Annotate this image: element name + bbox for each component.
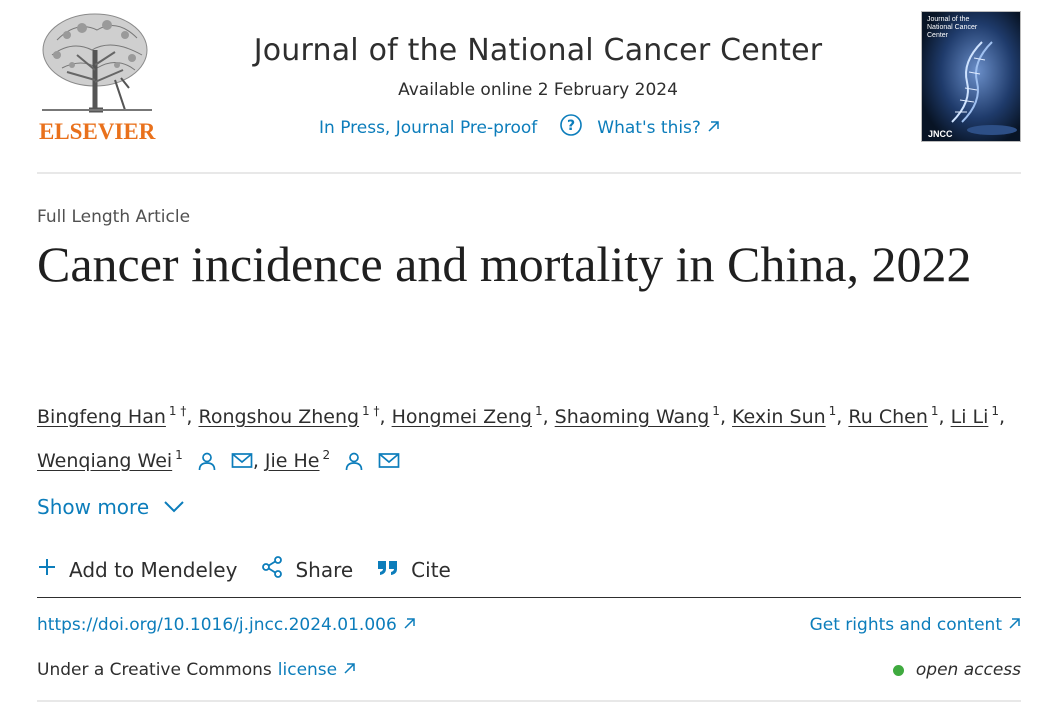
author-item: Rongshou Zheng 1 †, bbox=[198, 404, 391, 428]
author-item: Bingfeng Han 1 †, bbox=[37, 404, 198, 428]
share-label: Share bbox=[295, 557, 354, 582]
email-icon[interactable] bbox=[231, 451, 253, 471]
author-affiliation-marker[interactable]: 2 bbox=[322, 448, 331, 462]
author-affiliation-marker[interactable]: 1 bbox=[930, 404, 939, 418]
person-icon[interactable] bbox=[344, 451, 364, 471]
author-name-button[interactable]: Hongmei Zeng bbox=[391, 406, 532, 428]
author-contact-icons bbox=[344, 451, 400, 471]
question-circle-icon[interactable]: ? bbox=[559, 113, 583, 142]
license-link-label: license bbox=[277, 660, 338, 680]
license-link[interactable]: license bbox=[278, 660, 356, 680]
author-name-button[interactable]: Bingfeng Han bbox=[37, 406, 166, 428]
quote-icon bbox=[377, 558, 399, 582]
author-name-button[interactable]: Rongshou Zheng bbox=[198, 406, 360, 428]
author-separator: , bbox=[719, 406, 726, 428]
person-icon[interactable] bbox=[197, 451, 217, 471]
author-name-button[interactable]: Jie He bbox=[264, 450, 320, 472]
author-separator: , bbox=[252, 450, 259, 472]
author-affiliation-marker[interactable]: 1 bbox=[534, 404, 543, 418]
plus-icon bbox=[37, 557, 57, 582]
author-item: Shaoming Wang 1, bbox=[554, 404, 732, 428]
cover-abbreviation: JNCC bbox=[928, 129, 953, 139]
journal-title[interactable]: Journal of the National Cancer Center bbox=[0, 33, 1055, 68]
share-icon bbox=[261, 556, 283, 583]
publisher-name: ELSEVIER bbox=[39, 119, 156, 144]
author-affiliation-marker[interactable]: 1 bbox=[991, 404, 1000, 418]
cite-button[interactable]: Cite bbox=[377, 558, 451, 582]
journal-title-link[interactable]: Journal of the National Cancer Center bbox=[253, 33, 823, 68]
author-item: Ru Chen 1, bbox=[848, 404, 950, 428]
cover-title: Journal of the National Cancer Center bbox=[927, 16, 978, 39]
show-more-button[interactable]: Show more bbox=[37, 495, 185, 519]
dna-helix-icon bbox=[922, 12, 1020, 141]
add-to-mendeley-button[interactable]: Add to Mendeley bbox=[37, 557, 237, 582]
whats-this-label: What's this? bbox=[597, 117, 701, 138]
add-to-mendeley-label: Add to Mendeley bbox=[69, 557, 238, 582]
external-link-icon bbox=[403, 615, 416, 635]
svg-text:?: ? bbox=[567, 118, 575, 134]
in-press-link[interactable]: In Press, Journal Pre-proof bbox=[319, 117, 538, 138]
article-actions: Add to Mendeley Share Cite bbox=[37, 556, 475, 583]
doi-label: https://doi.org/10.1016/j.jncc.2024.01.0… bbox=[37, 615, 397, 635]
elsevier-tree-icon bbox=[42, 13, 152, 113]
author-item: Hongmei Zeng 1, bbox=[391, 404, 555, 428]
external-link-icon bbox=[1008, 615, 1021, 635]
article-type: Full Length Article bbox=[37, 207, 191, 227]
footer-divider bbox=[37, 700, 1021, 702]
author-name-button[interactable]: Ru Chen bbox=[848, 406, 928, 428]
author-separator: , bbox=[379, 406, 386, 428]
author-affiliation-marker[interactable]: 1 † bbox=[362, 404, 380, 418]
external-link-icon bbox=[707, 118, 720, 138]
author-affiliation-marker[interactable]: 1 bbox=[175, 448, 183, 462]
whats-this-link[interactable]: What's this? bbox=[597, 118, 720, 138]
article-title: Cancer incidence and mortality in China,… bbox=[37, 236, 972, 292]
author-separator: , bbox=[542, 406, 549, 428]
elsevier-logo[interactable] bbox=[37, 10, 157, 145]
author-item: Kexin Sun 1, bbox=[732, 404, 848, 428]
author-contact-icons bbox=[197, 451, 253, 471]
email-icon[interactable] bbox=[378, 451, 400, 471]
author-affiliation-marker[interactable]: 1 † bbox=[168, 404, 187, 418]
author-separator: , bbox=[999, 406, 1006, 428]
doi-link[interactable]: https://doi.org/10.1016/j.jncc.2024.01.0… bbox=[37, 615, 416, 635]
author-name-button[interactable]: Li Li bbox=[950, 406, 989, 428]
author-affiliation-marker[interactable]: 1 bbox=[712, 404, 720, 418]
get-rights-link[interactable]: Get rights and content bbox=[810, 615, 1021, 635]
author-separator: , bbox=[836, 406, 843, 428]
license-notice: Under a Creative Commons license bbox=[37, 660, 356, 680]
cite-label: Cite bbox=[411, 557, 451, 582]
author-name-button[interactable]: Kexin Sun bbox=[732, 406, 826, 428]
actions-divider bbox=[37, 597, 1021, 598]
author-item: Wenqiang Wei 1, bbox=[37, 448, 265, 472]
author-name-button[interactable]: Shaoming Wang bbox=[554, 406, 710, 428]
author-item: Jie He 2 bbox=[264, 448, 400, 472]
available-online-date: Available online 2 February 2024 bbox=[398, 80, 678, 100]
article-status: In Press, Journal Pre-proof ? What's thi… bbox=[319, 113, 720, 142]
external-link-icon bbox=[343, 660, 356, 680]
open-access-label: open access bbox=[915, 660, 1021, 680]
author-separator: , bbox=[186, 406, 193, 428]
open-access-dot-icon bbox=[892, 664, 904, 676]
license-prefix: Under a Creative Commons bbox=[37, 660, 272, 680]
share-button[interactable]: Share bbox=[261, 556, 353, 583]
header-divider bbox=[37, 172, 1021, 174]
author-separator: , bbox=[938, 406, 945, 428]
show-more-label: Show more bbox=[37, 495, 150, 519]
author-list: Bingfeng Han 1 †, Rongshou Zheng 1 †, Hong… bbox=[37, 392, 1027, 480]
author-name-button[interactable]: Wenqiang Wei bbox=[37, 450, 173, 472]
journal-cover-image[interactable]: Journal of the National Cancer Center JN… bbox=[921, 11, 1021, 142]
author-item: Li Li 1, bbox=[950, 404, 1006, 428]
author-affiliation-marker[interactable]: 1 bbox=[828, 404, 837, 418]
open-access-badge: open access bbox=[892, 660, 1021, 680]
chevron-down-icon bbox=[163, 495, 185, 519]
get-rights-label: Get rights and content bbox=[809, 615, 1002, 635]
